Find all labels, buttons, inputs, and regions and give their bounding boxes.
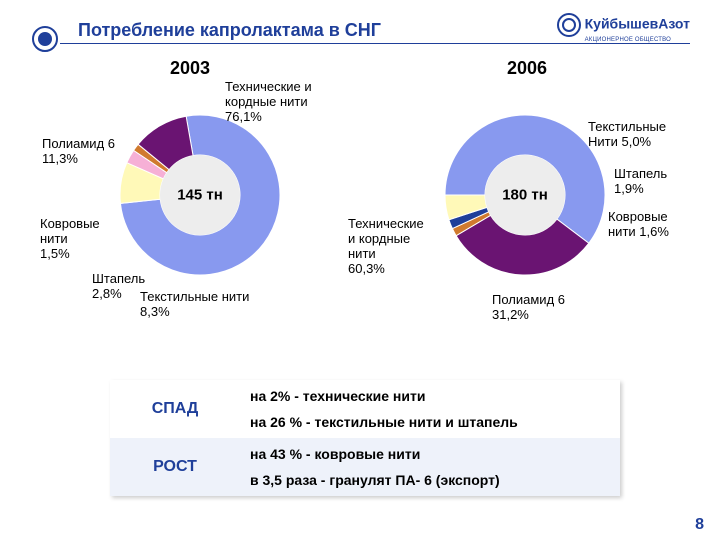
slice-label: ТекстильныеНити 5,0% bbox=[588, 120, 666, 150]
table-head-rost: РОСТ bbox=[110, 438, 240, 496]
table-line: на 26 % - текстильные нити и штапель bbox=[250, 414, 610, 430]
header-bullet-inner bbox=[38, 32, 52, 46]
slice-label: Ковровыенити1,5% bbox=[40, 217, 100, 262]
header-underline bbox=[60, 43, 690, 44]
table-head-spad: СПАД bbox=[110, 380, 240, 438]
logo-text: КуйбышевАзот bbox=[585, 16, 690, 32]
donut-chart-2003: 145 тн bbox=[115, 110, 285, 280]
summary-table: СПАД на 2% - технические нити на 26 % - … bbox=[110, 380, 620, 496]
slice-label: Штапель2,8% bbox=[92, 272, 145, 302]
slice-label: Технические икордные нити76,1% bbox=[225, 80, 312, 125]
brand-logo: КуйбышевАзот АКЦИОНЕРНОЕ ОБЩЕСТВО bbox=[557, 13, 690, 43]
slice-label: Полиамид 611,3% bbox=[42, 137, 115, 167]
chart-year-right: 2006 bbox=[507, 58, 547, 79]
table-row: РОСТ на 43 % - ковровые нити в 3,5 раза … bbox=[110, 438, 620, 496]
table-row: СПАД на 2% - технические нити на 26 % - … bbox=[110, 380, 620, 438]
table-line: на 2% - технические нити bbox=[250, 388, 610, 404]
slice-label: Текстильные нити8,3% bbox=[140, 290, 249, 320]
slice-label: Полиамид 631,2% bbox=[492, 293, 565, 323]
donut-chart-2006: 180 тн bbox=[440, 110, 610, 280]
logo-icon bbox=[557, 13, 581, 37]
table-body-rost: на 43 % - ковровые нити в 3,5 раза - гра… bbox=[240, 438, 620, 496]
page-number: 8 bbox=[695, 516, 704, 534]
logo-subtext: АКЦИОНЕРНОЕ ОБЩЕСТВО bbox=[585, 37, 690, 43]
table-body-spad: на 2% - технические нити на 26 % - текст… bbox=[240, 380, 620, 438]
donut-center-2003: 145 тн bbox=[177, 187, 223, 204]
slice-label: Ковровыенити 1,6% bbox=[608, 210, 669, 240]
slice-label: Штапель1,9% bbox=[614, 167, 667, 197]
chart-year-left: 2003 bbox=[170, 58, 210, 79]
slice-label: Техническиеи кордныенити60,3% bbox=[348, 217, 424, 277]
donut-center-2006: 180 тн bbox=[502, 187, 548, 204]
table-line: в 3,5 раза - гранулят ПА- 6 (экспорт) bbox=[250, 472, 610, 488]
table-line: на 43 % - ковровые нити bbox=[250, 446, 610, 462]
page-title: Потребление капролактама в СНГ bbox=[78, 20, 381, 41]
